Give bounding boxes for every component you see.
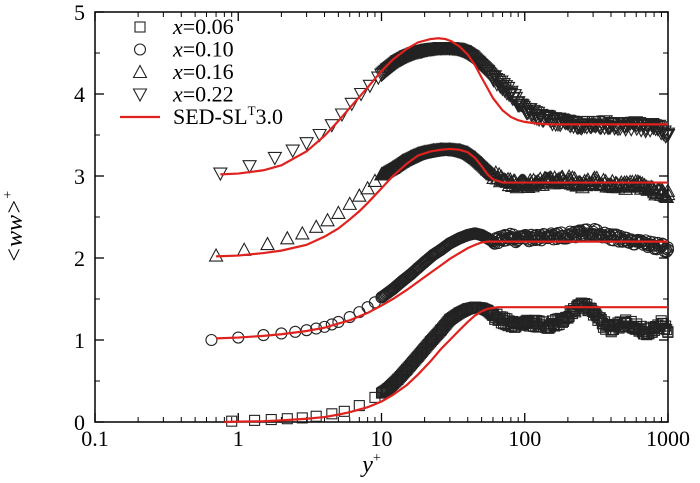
data-point bbox=[299, 137, 315, 151]
legend-label: x=0.22 bbox=[172, 82, 234, 107]
x-tick-label: 0.1 bbox=[81, 426, 109, 451]
data-point bbox=[205, 333, 218, 347]
y-tick-label: 0 bbox=[74, 410, 85, 435]
y-tick-label: 5 bbox=[74, 0, 85, 25]
data-point bbox=[508, 91, 524, 106]
legend-label-value: =0.22 bbox=[183, 82, 234, 107]
legend-marker-triangle-up bbox=[132, 64, 148, 79]
data-layer bbox=[205, 37, 676, 427]
data-point bbox=[279, 230, 295, 245]
data-point bbox=[660, 183, 676, 197]
legend-label-value: =0.16 bbox=[183, 59, 234, 84]
data-point bbox=[500, 81, 516, 96]
x-axis-title-sup: + bbox=[373, 451, 381, 466]
legend-marker-triangle-down bbox=[132, 88, 148, 103]
data-point bbox=[285, 144, 301, 159]
data-point bbox=[548, 173, 564, 188]
x-tick-label: 100 bbox=[508, 426, 541, 451]
y-tick-label: 4 bbox=[74, 82, 85, 107]
legend-label-var: x bbox=[172, 82, 183, 107]
legend-label: x=0.06 bbox=[172, 14, 234, 39]
legend-label-var: x bbox=[172, 14, 183, 39]
data-point bbox=[312, 128, 328, 143]
data-point bbox=[660, 127, 676, 142]
data-point bbox=[344, 97, 360, 112]
data-point bbox=[587, 119, 603, 134]
data-point bbox=[491, 237, 505, 250]
data-point bbox=[360, 180, 376, 195]
sed-model-curve-1 bbox=[224, 306, 668, 424]
data-point bbox=[294, 225, 310, 240]
data-point bbox=[657, 187, 672, 202]
legend-label-var: x bbox=[172, 37, 183, 62]
data-point bbox=[265, 413, 277, 426]
legend-label-var: x bbox=[172, 59, 183, 84]
series-circle bbox=[205, 223, 675, 347]
data-point bbox=[660, 320, 672, 332]
y-tick-label: 1 bbox=[74, 328, 85, 353]
data-point bbox=[242, 160, 258, 174]
data-point bbox=[652, 181, 668, 195]
axes: 0.1 1 10 100 1000 0 1 2 3 4 5 bbox=[74, 0, 690, 451]
sed-model-curve-2 bbox=[216, 240, 668, 340]
legend-marker-circle bbox=[133, 43, 147, 56]
sed-model-curve-4 bbox=[220, 37, 668, 176]
data-point bbox=[334, 108, 350, 123]
data-point bbox=[629, 122, 645, 137]
legend-label-sed: SED-SLT3.0 bbox=[173, 103, 283, 129]
data-point bbox=[353, 87, 369, 102]
legend-label: x=0.16 bbox=[172, 59, 234, 84]
data-point bbox=[260, 236, 275, 251]
data-point bbox=[658, 188, 674, 203]
legend-label-sed-sup: T bbox=[248, 103, 256, 118]
data-point bbox=[310, 410, 322, 422]
data-point bbox=[488, 164, 504, 179]
sed-model-curve-3 bbox=[216, 147, 668, 258]
legend-label-value: =0.10 bbox=[183, 37, 234, 62]
data-point bbox=[367, 173, 383, 187]
legend-label-sed-main: SED-SL bbox=[173, 104, 248, 129]
y-tick-label: 2 bbox=[74, 246, 85, 271]
data-point bbox=[502, 171, 518, 186]
data-point bbox=[633, 180, 649, 195]
data-point bbox=[661, 324, 673, 336]
data-point bbox=[267, 151, 283, 166]
data-point bbox=[351, 188, 367, 202]
y-axis-title-sup: + bbox=[1, 191, 16, 199]
data-point bbox=[488, 72, 504, 87]
data-point bbox=[208, 247, 224, 262]
data-point bbox=[662, 326, 674, 338]
data-point bbox=[330, 205, 346, 219]
legend-label-sed-tail: 3.0 bbox=[256, 104, 284, 129]
data-point bbox=[308, 219, 324, 233]
x-tick-label: 10 bbox=[371, 426, 393, 451]
series-square bbox=[226, 297, 674, 427]
y-axis-title: <ww>+ bbox=[1, 191, 28, 263]
data-point bbox=[362, 79, 378, 94]
data-point bbox=[342, 196, 358, 210]
legend-label: x=0.10 bbox=[172, 37, 234, 62]
y-tick-label: 3 bbox=[74, 164, 85, 189]
x-tick-label: 1 bbox=[233, 426, 244, 451]
x-axis-title: y+ bbox=[360, 451, 381, 478]
data-point bbox=[320, 212, 335, 227]
data-point bbox=[526, 104, 541, 119]
data-point bbox=[658, 323, 671, 335]
legend-marker-square bbox=[134, 21, 146, 33]
legend-label-value: =0.06 bbox=[183, 14, 234, 39]
x-tick-label: 1000 bbox=[646, 426, 690, 451]
data-point bbox=[324, 119, 340, 133]
x-axis-title-var: y bbox=[360, 452, 373, 478]
y-axis-title-var: <ww> bbox=[2, 199, 28, 263]
